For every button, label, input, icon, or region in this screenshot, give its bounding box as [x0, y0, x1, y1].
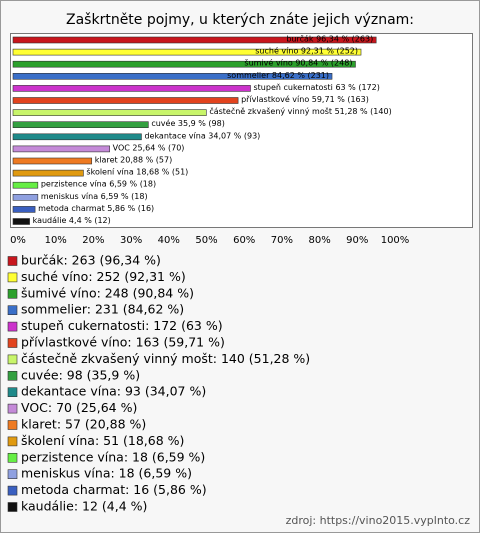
bar: [12, 169, 84, 177]
x-tick-label: 0%: [10, 235, 26, 246]
legend-label: stupeň cukernatosti: 172 (63 %): [21, 318, 223, 333]
bar-label: školení vína 18,68 % (51): [86, 167, 188, 177]
source: zdroj: https://vino2015.vyplnto.cz: [286, 514, 471, 527]
legend-swatch: [7, 305, 18, 316]
bar: [12, 48, 362, 56]
bar-label: perzistence vína 6,59 % (18): [41, 180, 156, 189]
legend-swatch: [7, 452, 18, 463]
legend-label: suché víno: 252 (92,31 %): [21, 269, 186, 284]
legend-swatch: [7, 420, 18, 430]
legend-label: školení vína: 51 (18,68 %): [21, 433, 184, 448]
legend-label: VOC: 70 (25,64 %): [21, 400, 137, 415]
bar: [12, 218, 30, 225]
bar-label: burčák 96,34 % (263): [286, 34, 373, 44]
legend-swatch: [7, 502, 18, 512]
legend-swatch: [7, 469, 18, 480]
legend-swatch: [7, 436, 18, 447]
bar: [12, 145, 110, 153]
legend-label: dekantace vína: 93 (34,07 %): [21, 384, 206, 399]
x-tick-label: 60%: [233, 235, 255, 246]
x-tick-label: 10%: [45, 235, 67, 246]
bar: [12, 97, 239, 104]
x-tick-label: 50%: [195, 235, 217, 246]
x-tick-label: 100%: [381, 235, 410, 246]
x-tick-label: 30%: [120, 235, 142, 246]
legend-swatch: [7, 321, 18, 332]
legend-label: sommelier: 231 (84,62 %): [21, 302, 184, 317]
legend-label: burčák: 263 (96,34 %): [21, 253, 161, 268]
bar-label: kaudálie 4,4 % (12): [33, 216, 111, 225]
bar-label: částečně zkvašený vinný mošt 51,28 % (14…: [209, 106, 391, 116]
legend-label: metoda charmat: 16 (5,86 %): [21, 482, 207, 497]
x-tick-label: 80%: [308, 235, 330, 246]
bar: [12, 206, 36, 213]
bar-label: VOC 25,64 % (70): [113, 143, 185, 152]
bar-label: přívlastkové víno 59,71 % (163): [241, 94, 369, 104]
chart-title: Zaškrtněte pojmy, u kterých znáte jejich…: [66, 12, 414, 28]
legend-swatch: [7, 403, 18, 414]
bar: [12, 85, 251, 92]
bar-label: sommelier 84,62 % (231): [227, 71, 329, 80]
bar: [12, 60, 356, 68]
legend-swatch: [7, 370, 18, 381]
bar: [12, 73, 333, 80]
bar: [12, 181, 39, 189]
bar-label: suché víno 92,31 % (252): [255, 46, 358, 56]
legend-swatch: [7, 256, 18, 266]
bar-label: metoda charmat 5,86 % (16): [38, 204, 154, 213]
bar-label: stupeň cukernatosti 63 % (172): [254, 82, 380, 92]
legend-swatch: [7, 288, 18, 299]
legend-label: cuvée: 98 (35,9 %): [21, 367, 140, 382]
x-tick-label: 90%: [346, 235, 368, 246]
bar: [12, 133, 142, 141]
legend-label: perzistence vína: 18 (6,59 %): [21, 449, 205, 464]
legend-swatch: [7, 354, 18, 365]
legend-label: klaret: 57 (20,88 %): [21, 417, 146, 432]
bar: [12, 36, 377, 44]
x-tick-label: 40%: [158, 235, 180, 246]
bar-label: šumivé víno 90,84 % (248): [244, 58, 352, 68]
bar-label: meniskus vína 6,59 % (18): [41, 192, 148, 201]
bar: [12, 121, 149, 128]
x-tick-label: 20%: [82, 235, 104, 246]
legend-swatch: [7, 338, 18, 348]
bar-label: cuvée 35,9 % (98): [151, 118, 225, 128]
bar: [12, 109, 207, 116]
bar: [12, 157, 93, 165]
legend-label: kaudálie: 12 (4,4 %): [21, 499, 147, 514]
legend-label: šumivé víno: 248 (90,84 %): [21, 285, 194, 300]
bar-label: klaret 20,88 % (57): [95, 156, 172, 165]
legend-label: částečně zkvašený vinný mošt: 140 (51,28…: [21, 351, 310, 366]
legend-label: meniskus vína: 18 (6,59 %): [21, 466, 192, 481]
bar: [12, 194, 39, 201]
bar-label: dekantace vína 34,07 % (93): [144, 131, 260, 140]
legend-swatch: [7, 272, 18, 283]
legend-label: přívlastkové víno: 163 (59,71 %): [21, 335, 225, 350]
x-tick-label: 70%: [271, 235, 293, 246]
legend-swatch: [7, 485, 18, 496]
legend-swatch: [7, 387, 18, 398]
